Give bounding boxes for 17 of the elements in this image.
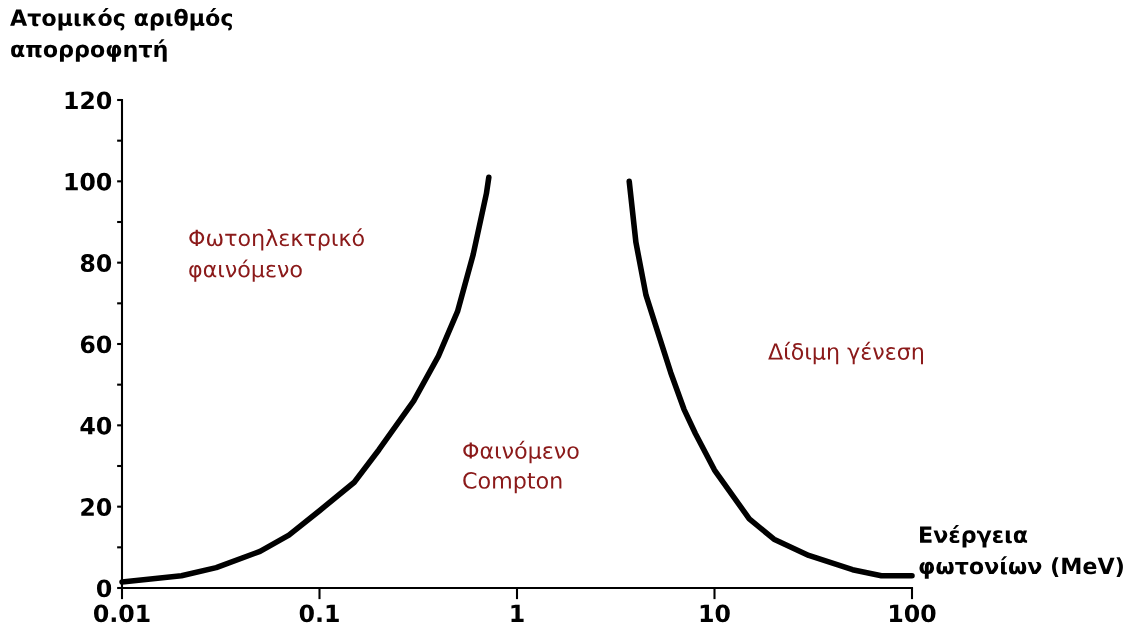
annotation: Φαινόμενο Compton bbox=[463, 440, 579, 494]
annotation: Δίδιμη γένεση bbox=[768, 341, 923, 365]
y-axis-title: Ατομικός αριθμός απορροφητή bbox=[10, 8, 233, 62]
y-tick-label: 120 bbox=[65, 91, 112, 110]
annotation: Φωτοηλεκτρικό φαινόμενο bbox=[189, 228, 364, 282]
y-tick-label: 0 bbox=[96, 579, 112, 598]
x-tick-label: 100 bbox=[890, 604, 936, 623]
y-tick-label: 80 bbox=[80, 254, 112, 272]
x-tick-label: 0.1 bbox=[299, 604, 339, 623]
x-axis-title: Ενέργεια φωτονίων (MeV) bbox=[919, 525, 1123, 579]
y-tick-label: 100 bbox=[65, 172, 112, 191]
x-tick-label: 1 bbox=[511, 604, 524, 622]
x-tick-label: 0.01 bbox=[94, 604, 150, 623]
y-tick-label: 20 bbox=[81, 498, 112, 516]
y-tick-label: 40 bbox=[80, 416, 112, 435]
x-tick-label: 10 bbox=[700, 604, 730, 623]
y-tick-label: 60 bbox=[80, 335, 112, 354]
